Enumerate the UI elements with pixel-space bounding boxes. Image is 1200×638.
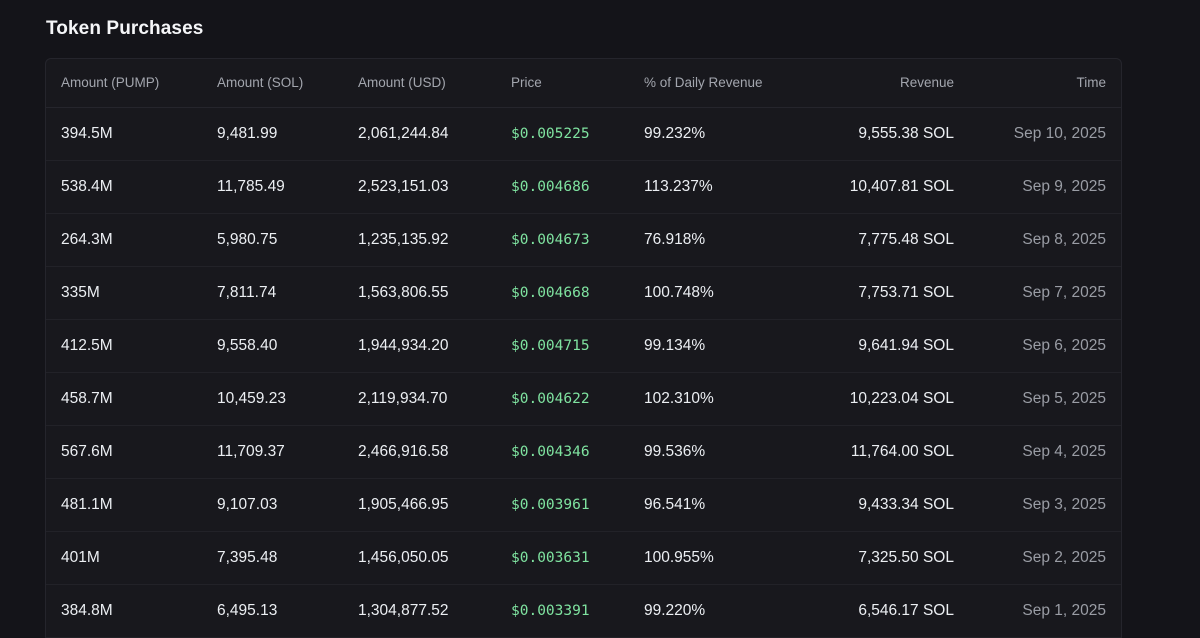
cell-price: $0.004673	[496, 213, 629, 267]
cell-amount-sol: 9,107.03	[202, 478, 343, 532]
cell-time: Sep 10, 2025	[954, 107, 1121, 161]
cell-revenue: 11,764.00 SOL	[774, 425, 954, 479]
cell-pct-daily-revenue: 99.134%	[629, 319, 774, 373]
cell-amount-usd: 2,523,151.03	[343, 160, 496, 214]
table-row: 481.1M 9,107.03 1,905,466.95 $0.003961 96.54…	[46, 478, 1121, 532]
cell-revenue: 9,555.38 SOL	[774, 107, 954, 161]
cell-amount-sol: 10,459.23	[202, 372, 343, 426]
cell-pct-daily-revenue: 100.748%	[629, 266, 774, 320]
column-header-time: Time	[954, 59, 1121, 108]
column-header-pct-daily-revenue: % of Daily Revenue	[629, 59, 774, 108]
cell-revenue: 10,407.81 SOL	[774, 160, 954, 214]
cell-revenue: 7,775.48 SOL	[774, 213, 954, 267]
cell-amount-sol: 5,980.75	[202, 213, 343, 267]
cell-pct-daily-revenue: 99.536%	[629, 425, 774, 479]
cell-price: $0.004346	[496, 425, 629, 479]
cell-amount-sol: 6,495.13	[202, 584, 343, 638]
table-row: 394.5M 9,481.99 2,061,244.84 $0.005225 99.23…	[46, 107, 1121, 161]
cell-time: Sep 2, 2025	[954, 531, 1121, 585]
cell-pct-daily-revenue: 99.220%	[629, 584, 774, 638]
table-row: 567.6M 11,709.37 2,466,916.58 $0.004346 99.5…	[46, 425, 1121, 479]
column-header-amount-usd: Amount (USD)	[343, 59, 496, 108]
token-purchases-table: Amount (PUMP) Amount (SOL) Amount (USD) …	[46, 59, 1121, 638]
cell-amount-pump: 394.5M	[46, 107, 202, 161]
cell-amount-usd: 1,235,135.92	[343, 213, 496, 267]
cell-revenue: 7,325.50 SOL	[774, 531, 954, 585]
cell-price: $0.005225	[496, 107, 629, 161]
table-row: 401M 7,395.48 1,456,050.05 $0.003631 100.955…	[46, 531, 1121, 585]
table-row: 264.3M 5,980.75 1,235,135.92 $0.004673 76.91…	[46, 213, 1121, 267]
cell-pct-daily-revenue: 113.237%	[629, 160, 774, 214]
cell-amount-pump: 401M	[46, 531, 202, 585]
table-header-row: Amount (PUMP) Amount (SOL) Amount (USD) …	[46, 59, 1121, 108]
cell-amount-sol: 9,481.99	[202, 107, 343, 161]
cell-price: $0.004715	[496, 319, 629, 373]
cell-amount-pump: 458.7M	[46, 372, 202, 426]
cell-pct-daily-revenue: 96.541%	[629, 478, 774, 532]
cell-amount-sol: 11,785.49	[202, 160, 343, 214]
cell-amount-sol: 9,558.40	[202, 319, 343, 373]
cell-time: Sep 4, 2025	[954, 425, 1121, 479]
cell-pct-daily-revenue: 100.955%	[629, 531, 774, 585]
cell-time: Sep 9, 2025	[954, 160, 1121, 214]
cell-time: Sep 5, 2025	[954, 372, 1121, 426]
cell-amount-usd: 2,061,244.84	[343, 107, 496, 161]
cell-time: Sep 3, 2025	[954, 478, 1121, 532]
cell-price: $0.003961	[496, 478, 629, 532]
cell-revenue: 6,546.17 SOL	[774, 584, 954, 638]
cell-price: $0.003391	[496, 584, 629, 638]
cell-price: $0.004686	[496, 160, 629, 214]
cell-pct-daily-revenue: 102.310%	[629, 372, 774, 426]
cell-price: $0.004622	[496, 372, 629, 426]
cell-pct-daily-revenue: 76.918%	[629, 213, 774, 267]
table-row: 335M 7,811.74 1,563,806.55 $0.004668 100.748…	[46, 266, 1121, 320]
cell-amount-usd: 1,563,806.55	[343, 266, 496, 320]
table-row: 538.4M 11,785.49 2,523,151.03 $0.004686 113.…	[46, 160, 1121, 214]
cell-amount-usd: 1,905,466.95	[343, 478, 496, 532]
cell-amount-usd: 1,304,877.52	[343, 584, 496, 638]
cell-amount-pump: 567.6M	[46, 425, 202, 479]
column-header-amount-pump: Amount (PUMP)	[46, 59, 202, 108]
cell-amount-pump: 481.1M	[46, 478, 202, 532]
section-title: Token Purchases	[46, 18, 204, 39]
column-header-price: Price	[496, 59, 629, 108]
cell-price: $0.004668	[496, 266, 629, 320]
table-row: 384.8M 6,495.13 1,304,877.52 $0.003391 99.22…	[46, 584, 1121, 638]
cell-time: Sep 6, 2025	[954, 319, 1121, 373]
cell-revenue: 7,753.71 SOL	[774, 266, 954, 320]
cell-amount-pump: 412.5M	[46, 319, 202, 373]
table-header: Amount (PUMP) Amount (SOL) Amount (USD) …	[46, 59, 1121, 108]
cell-amount-usd: 2,466,916.58	[343, 425, 496, 479]
cell-time: Sep 1, 2025	[954, 584, 1121, 638]
cell-time: Sep 8, 2025	[954, 213, 1121, 267]
column-header-amount-sol: Amount (SOL)	[202, 59, 343, 108]
cell-amount-pump: 384.8M	[46, 584, 202, 638]
table-body: 394.5M 9,481.99 2,061,244.84 $0.005225 99.23…	[46, 107, 1121, 638]
cell-amount-usd: 1,944,934.20	[343, 319, 496, 373]
cell-amount-pump: 335M	[46, 266, 202, 320]
cell-time: Sep 7, 2025	[954, 266, 1121, 320]
cell-revenue: 10,223.04 SOL	[774, 372, 954, 426]
cell-amount-sol: 7,395.48	[202, 531, 343, 585]
cell-amount-usd: 1,456,050.05	[343, 531, 496, 585]
cell-amount-pump: 264.3M	[46, 213, 202, 267]
cell-amount-sol: 11,709.37	[202, 425, 343, 479]
token-purchases-table-card: Amount (PUMP) Amount (SOL) Amount (USD) …	[45, 58, 1122, 638]
cell-revenue: 9,641.94 SOL	[774, 319, 954, 373]
cell-amount-pump: 538.4M	[46, 160, 202, 214]
cell-amount-sol: 7,811.74	[202, 266, 343, 320]
cell-amount-usd: 2,119,934.70	[343, 372, 496, 426]
table-row: 458.7M 10,459.23 2,119,934.70 $0.004622 102.…	[46, 372, 1121, 426]
cell-pct-daily-revenue: 99.232%	[629, 107, 774, 161]
cell-price: $0.003631	[496, 531, 629, 585]
table-row: 412.5M 9,558.40 1,944,934.20 $0.004715 99.13…	[46, 319, 1121, 373]
column-header-revenue: Revenue	[774, 59, 954, 108]
cell-revenue: 9,433.34 SOL	[774, 478, 954, 532]
